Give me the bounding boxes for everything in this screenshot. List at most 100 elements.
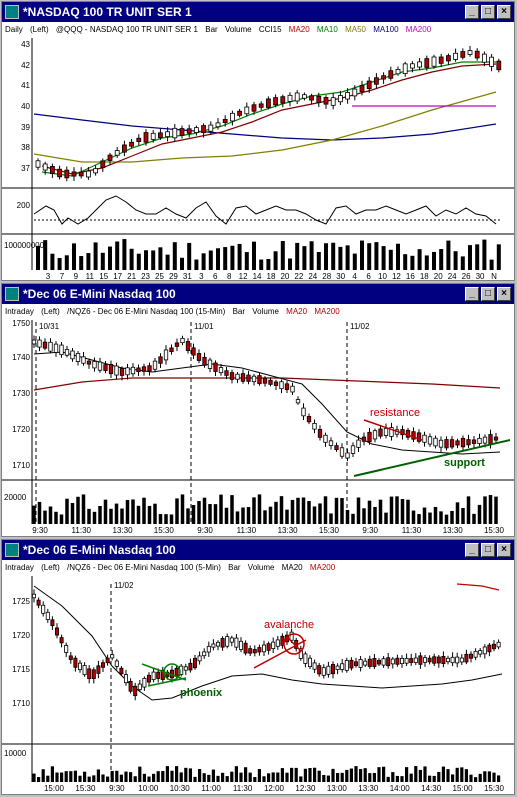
candle-body: [493, 436, 499, 441]
x-tick: 10: [378, 272, 387, 281]
x-tick: 15:00: [44, 784, 65, 793]
volume-bar: [267, 773, 271, 782]
candle-body: [467, 50, 473, 55]
candle-body: [229, 637, 234, 643]
candle-body: [350, 445, 356, 454]
candle-body: [222, 118, 228, 123]
volume-bar: [326, 775, 330, 782]
volume-bars: [32, 494, 498, 524]
volume-bar: [382, 766, 386, 782]
intraday-5min-chart[interactable]: 1725 1720 1715 1710 10000 11/02 phoenix …: [2, 576, 515, 795]
candle-body: [496, 60, 502, 71]
volume-bar: [377, 767, 381, 782]
candle-body: [334, 445, 339, 451]
price-candles: [35, 46, 502, 182]
candle-body: [468, 653, 473, 659]
volume-bar: [400, 499, 405, 524]
volume-bar: [410, 255, 415, 270]
titlebar[interactable]: *NASDAQ 100 TR UNIT SER 1 _ □ ×: [2, 2, 514, 22]
x-tick: 30: [336, 272, 345, 281]
candle-body: [303, 653, 308, 664]
volume-bar: [439, 249, 444, 270]
candle-body: [50, 619, 55, 627]
titlebar[interactable]: *Dec 06 E-Mini Nasdaq 100 _ □ ×: [2, 284, 514, 304]
volume-bar: [129, 772, 133, 782]
price-candles: [31, 589, 501, 701]
candle-body: [119, 368, 125, 376]
volume-bar: [455, 767, 459, 782]
volume-bar: [285, 772, 289, 782]
volume-bar: [244, 252, 249, 270]
volume-bar: [230, 495, 234, 524]
volume-bar: [492, 772, 496, 782]
volume-bar: [194, 259, 199, 270]
volume-bar: [331, 242, 336, 270]
volume-bar: [262, 776, 266, 782]
candle-body: [481, 53, 487, 63]
volume-bar: [466, 496, 471, 524]
date-marker-label: 11/02: [350, 322, 370, 331]
x-tick: 21: [127, 272, 136, 281]
x-tick: 11: [86, 272, 95, 281]
volume-bar: [424, 255, 429, 270]
candle-body: [114, 365, 119, 376]
candle-body: [402, 63, 408, 74]
intraday-15min-chart[interactable]: 1750 1740 1730 1720 1710 20000 10/31 11/…: [2, 320, 515, 537]
resistance-line: [363, 419, 423, 441]
maximize-button[interactable]: □: [481, 5, 495, 19]
volume-bar: [354, 766, 358, 782]
volume-bar: [230, 771, 234, 782]
minimize-button[interactable]: _: [465, 543, 479, 557]
close-button[interactable]: ×: [497, 287, 511, 301]
volume-bar: [165, 254, 170, 270]
volume-bar: [372, 772, 376, 782]
candle-body: [273, 381, 279, 386]
volume-bar: [477, 504, 482, 524]
maximize-button[interactable]: □: [481, 287, 495, 301]
info-symbol: /NQZ6 - Dec 06 E-Mini Nasdaq 100 (5-Min): [67, 563, 221, 572]
maximize-button[interactable]: □: [481, 543, 495, 557]
x-tick: 22: [294, 272, 303, 281]
candle-body: [215, 641, 220, 647]
ma50-line: [33, 91, 497, 163]
volume-bar: [244, 767, 248, 782]
candle-body: [413, 657, 418, 664]
candle-body: [477, 437, 482, 444]
candle-body: [438, 56, 444, 64]
volume-bar: [451, 774, 455, 782]
candle-body: [185, 341, 191, 351]
candle-body: [103, 364, 108, 371]
x-tick: 13:30: [358, 784, 379, 793]
volume-bar: [403, 254, 408, 270]
x-tick: 9:30: [32, 526, 48, 535]
info-ma20: MA20: [281, 563, 303, 572]
x-tick: 20: [280, 272, 289, 281]
candle-body: [424, 58, 430, 68]
info-ma20: MA20: [286, 307, 308, 316]
volume-bar: [115, 770, 119, 782]
y-tick: 1710: [12, 461, 30, 470]
candle-body: [335, 665, 340, 671]
x-tick: 11:30: [237, 526, 257, 535]
daily-chart[interactable]: 43 42 41 40 39 38 37 200 100000000 3 7 9 11…: [2, 38, 515, 281]
volume-bar: [55, 772, 59, 782]
minimize-button[interactable]: _: [465, 5, 479, 19]
close-button[interactable]: ×: [497, 543, 511, 557]
volume-bar: [60, 772, 64, 782]
candle-body: [97, 361, 103, 371]
candle-body: [482, 436, 488, 444]
candle-body: [376, 659, 381, 665]
titlebar[interactable]: *Dec 06 E-Mini Nasdaq 100 _ □ ×: [2, 540, 514, 560]
candle-body: [82, 665, 87, 676]
volume-bar: [184, 767, 188, 782]
volume-bar: [37, 501, 42, 524]
x-tick: 9:30: [362, 526, 378, 535]
minimize-button[interactable]: _: [465, 287, 479, 301]
volume-bar: [406, 499, 410, 524]
window-qqq-daily: *NASDAQ 100 TR UNIT SER 1 _ □ × Daily (L…: [1, 1, 515, 281]
volume-bar: [221, 772, 225, 782]
close-button[interactable]: ×: [497, 5, 511, 19]
volume-bar: [223, 247, 228, 270]
volume-bar: [417, 249, 422, 270]
volume-bar: [340, 772, 344, 782]
